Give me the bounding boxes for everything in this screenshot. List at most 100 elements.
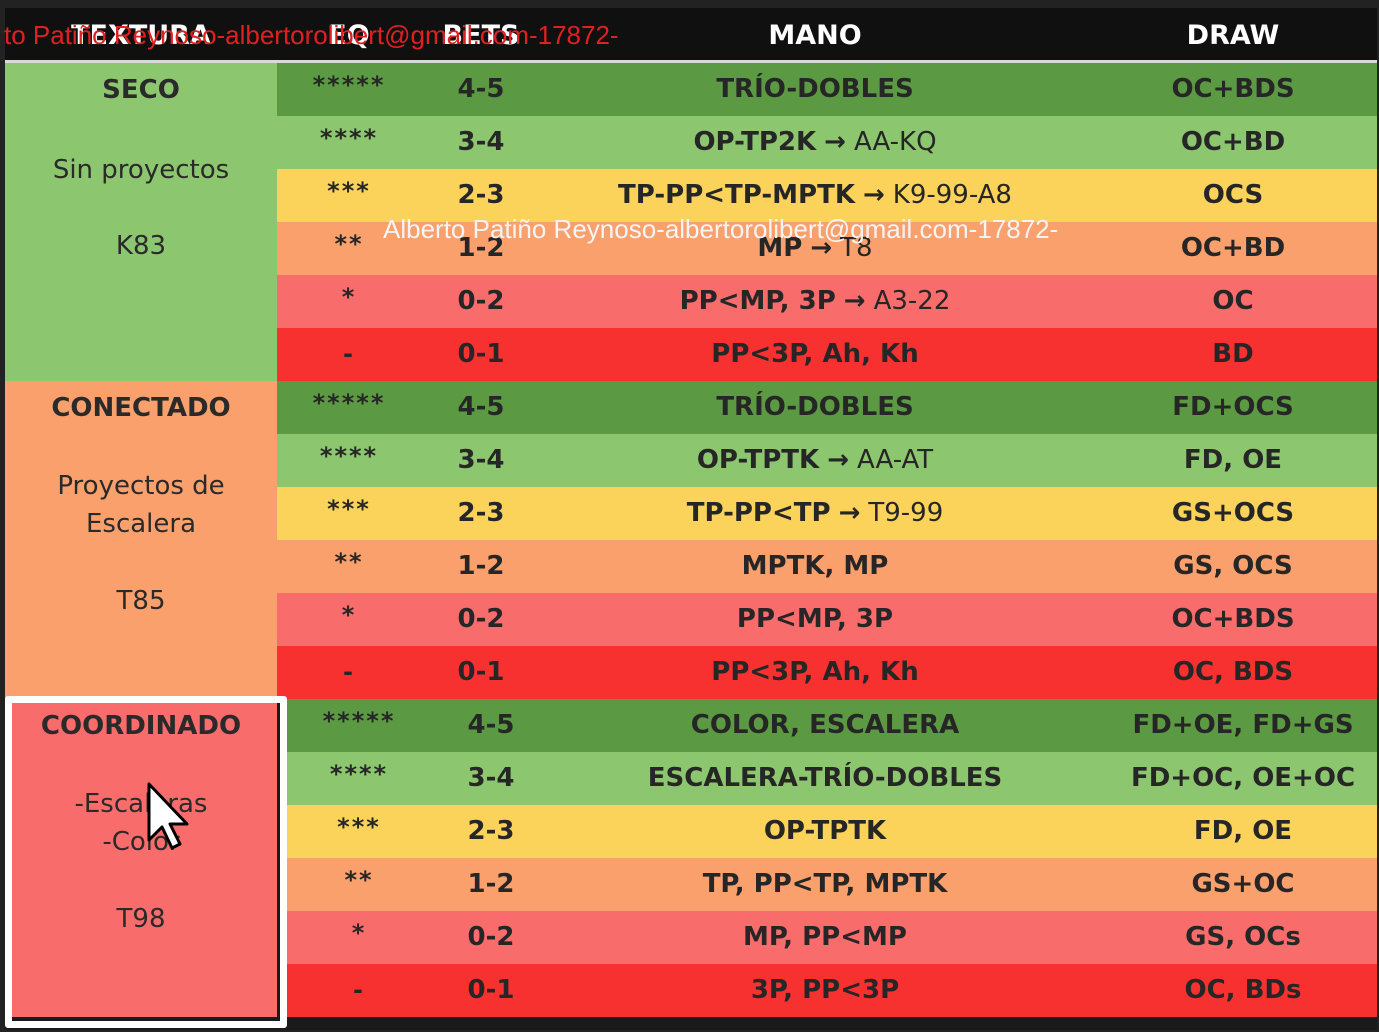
table-row: * 0-2 PP<MP, 3P OC+BDS bbox=[277, 593, 1377, 646]
table-row: - 0-1 PP<3P, Ah, Kh BD bbox=[277, 328, 1377, 381]
draw-cell: OCS bbox=[1202, 180, 1264, 210]
textura-description: Proyectos de bbox=[57, 471, 225, 501]
table-header: TEXTURA EQ BETS MANO DRAW bbox=[5, 8, 1377, 63]
table-row: ** 1-2 MP → T8 OC+BD bbox=[277, 222, 1377, 275]
bets-range: 0-2 bbox=[457, 286, 505, 316]
textura-code: T85 bbox=[116, 586, 166, 616]
mano-text: MP bbox=[757, 233, 803, 263]
textura-code: K83 bbox=[115, 231, 167, 261]
mano-text: PP<3P, Ah, Kh bbox=[711, 657, 919, 687]
mano-cell: PP<MP, 3P → A3-22 bbox=[541, 275, 1089, 328]
table-row: * 0-2 PP<MP, 3P → A3-22 OC bbox=[277, 275, 1377, 328]
mano-cell: MP, PP<MP bbox=[551, 911, 1099, 964]
textura-cell-conectado: CONECTADO Proyectos de Escalera T85 bbox=[5, 381, 277, 699]
table-row: ** 1-2 MPTK, MP GS, OCS bbox=[277, 540, 1377, 593]
textura-label: SECO bbox=[102, 75, 180, 105]
draw-cell: GS+OCS bbox=[1171, 498, 1295, 528]
eq-stars: *** bbox=[327, 177, 371, 205]
mano-range: A3-22 bbox=[873, 286, 951, 316]
eq-stars: **** bbox=[329, 760, 389, 788]
eq-stars: * bbox=[341, 601, 357, 629]
eq-stars: - bbox=[343, 340, 355, 368]
mano-cell: COLOR, ESCALERA bbox=[551, 699, 1099, 752]
mano-text: PP<MP, 3P bbox=[679, 286, 836, 316]
mano-cell: TRÍO-DOBLES bbox=[541, 63, 1089, 116]
mano-cell: TP, PP<TP, MPTK bbox=[551, 858, 1099, 911]
draw-cell: GS, OCS bbox=[1173, 551, 1293, 581]
header-eq: EQ bbox=[328, 20, 370, 51]
mano-text: TRÍO-DOBLES bbox=[716, 74, 914, 104]
table-row: **** 3-4 ESCALERA-TRÍO-DOBLES FD+OC, OE+OC bbox=[287, 752, 1377, 805]
mano-cell: TP-PP<TP-MPTK → K9-99-A8 bbox=[541, 169, 1089, 222]
header-mano: MANO bbox=[768, 20, 862, 51]
header-textura: TEXTURA bbox=[71, 20, 211, 51]
mano-text: TP, PP<TP, MPTK bbox=[702, 869, 948, 899]
draw-cell: OC+BDS bbox=[1171, 604, 1295, 634]
mano-cell: 3P, PP<3P bbox=[551, 964, 1099, 1017]
textura-label: COORDINADO bbox=[40, 711, 242, 741]
mano-cell: PP<MP, 3P bbox=[541, 593, 1089, 646]
bets-range: 1-2 bbox=[457, 233, 505, 263]
mano-cell: OP-TPTK bbox=[551, 805, 1099, 858]
textura-label: CONECTADO bbox=[51, 393, 231, 423]
eq-stars: ***** bbox=[322, 707, 396, 735]
mano-cell: OP-TP2K → AA-KQ bbox=[541, 116, 1089, 169]
table-row: ***** 4-5 TRÍO-DOBLES FD+OCS bbox=[277, 381, 1377, 434]
bets-range: 3-4 bbox=[457, 127, 505, 157]
mano-text: OP-TPTK bbox=[696, 445, 820, 475]
right-arrow-icon: → bbox=[862, 180, 885, 210]
eq-stars: * bbox=[351, 919, 367, 947]
mano-text: OP-TPTK bbox=[763, 816, 887, 846]
draw-cell: FD, OE bbox=[1183, 445, 1283, 475]
watermark-middle: Alberto Patiño Reynoso-albertorolibert@g… bbox=[383, 214, 1059, 244]
eq-stars: - bbox=[353, 976, 365, 1004]
table-row: - 0-1 PP<3P, Ah, Kh OC, BDS bbox=[277, 646, 1377, 699]
table-row: *** 2-3 TP-PP<TP-MPTK → K9-99-A8 OCS bbox=[277, 169, 1377, 222]
bets-range: 0-2 bbox=[467, 922, 515, 952]
eq-stars: - bbox=[343, 658, 355, 686]
table-row: **** 3-4 OP-TP2K → AA-KQ OC+BD bbox=[277, 116, 1377, 169]
mano-text: MPTK, MP bbox=[741, 551, 889, 581]
textura-cell-coordinado: COORDINADO -Escaleras -Color T98 bbox=[5, 699, 277, 1017]
mano-text: OP-TP2K bbox=[693, 127, 817, 157]
mano-text: TRÍO-DOBLES bbox=[716, 392, 914, 422]
mano-range: AA-AT bbox=[856, 445, 934, 475]
right-arrow-icon: → bbox=[843, 286, 866, 316]
draw-cell: FD+OC, OE+OC bbox=[1130, 763, 1356, 793]
table-row: ***** 4-5 TRÍO-DOBLES OC+BDS bbox=[277, 63, 1377, 116]
mano-cell: PP<3P, Ah, Kh bbox=[541, 646, 1089, 699]
eq-stars: * bbox=[341, 283, 357, 311]
eq-stars: **** bbox=[319, 442, 379, 470]
bets-range: 3-4 bbox=[457, 445, 505, 475]
strategy-table: TEXTURA EQ BETS MANO DRAW SECO Sin proyec… bbox=[5, 8, 1377, 1030]
table-row: ***** 4-5 COLOR, ESCALERA FD+OE, FD+GS bbox=[287, 699, 1377, 752]
mano-cell: TP-PP<TP → T9-99 bbox=[541, 487, 1089, 540]
bets-range: 1-2 bbox=[467, 869, 515, 899]
highlight-box bbox=[5, 696, 287, 1028]
draw-cell: OC+BD bbox=[1180, 233, 1286, 263]
right-arrow-icon: → bbox=[810, 233, 833, 263]
bets-range: 4-5 bbox=[457, 392, 505, 422]
table-row: ** 1-2 TP, PP<TP, MPTK GS+OC bbox=[287, 858, 1377, 911]
eq-stars: *** bbox=[337, 813, 381, 841]
draw-cell: GS+OC bbox=[1191, 869, 1295, 899]
draw-cell: GS, OCs bbox=[1185, 922, 1301, 952]
bets-range: 2-3 bbox=[457, 180, 505, 210]
header-bets: BETS bbox=[442, 20, 520, 51]
mano-text: TP-PP<TP-MPTK bbox=[618, 180, 855, 210]
eq-stars: ** bbox=[344, 866, 374, 894]
bets-range: 2-3 bbox=[457, 498, 505, 528]
right-arrow-icon: → bbox=[838, 498, 861, 528]
mano-range: AA-KQ bbox=[853, 127, 937, 157]
textura-code: T98 bbox=[116, 904, 166, 934]
table-row: - 0-1 3P, PP<3P OC, BDs bbox=[287, 964, 1377, 1017]
eq-stars: ***** bbox=[312, 71, 386, 99]
bets-range: 2-3 bbox=[467, 816, 515, 846]
draw-cell: FD, OE bbox=[1193, 816, 1293, 846]
eq-stars: ***** bbox=[312, 389, 386, 417]
mouse-pointer-icon bbox=[147, 782, 189, 850]
mano-text: TP-PP<TP bbox=[686, 498, 831, 528]
mano-cell: MP → T8 bbox=[541, 222, 1089, 275]
textura-description-2: Escalera bbox=[85, 509, 197, 539]
table-row: **** 3-4 OP-TPTK → AA-AT FD, OE bbox=[277, 434, 1377, 487]
